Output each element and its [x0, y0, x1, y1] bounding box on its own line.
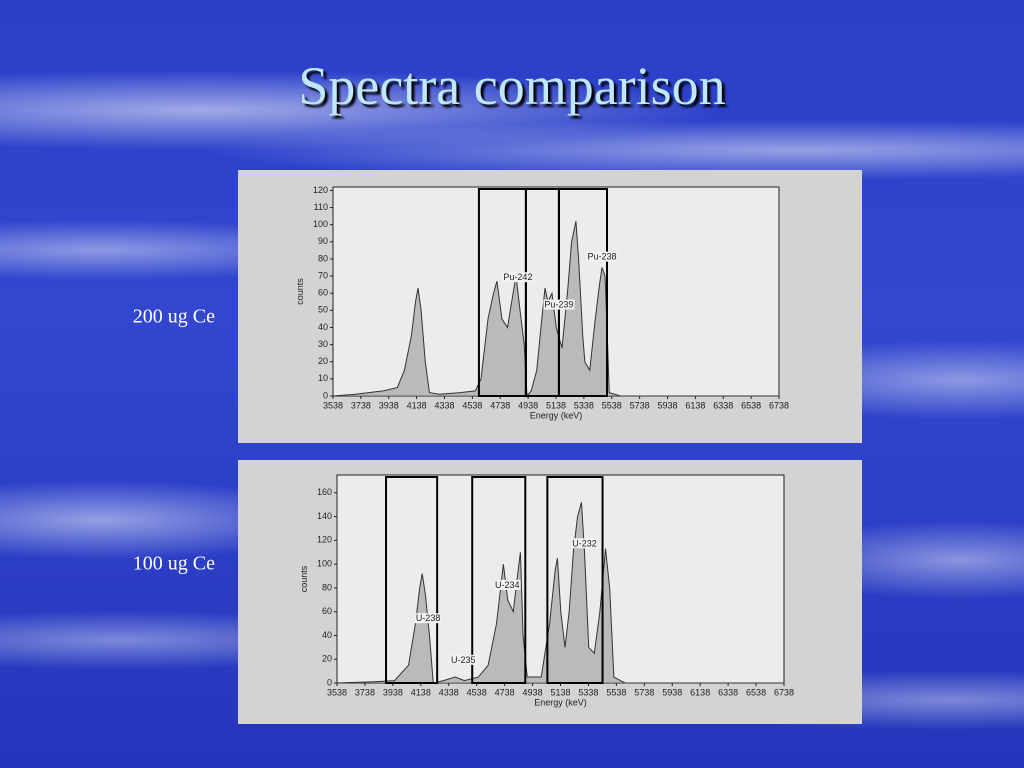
roi-box [471, 476, 527, 684]
x-tick-label: 5138 [550, 687, 570, 697]
x-tick-label: 6138 [685, 400, 705, 410]
x-tick-label: 3538 [327, 687, 347, 697]
peak-label: U-235 [451, 655, 476, 665]
peak-label-bg [543, 299, 575, 310]
x-axis-label: Energy (keV) [534, 697, 587, 707]
y-tick-label: 110 [314, 202, 328, 212]
x-tick-label: 5938 [657, 400, 677, 410]
peak-label-bg [414, 613, 442, 624]
peak-label: Pu-242 [503, 272, 532, 282]
x-tick-label: 5138 [546, 400, 566, 410]
y-tick-label: 100 [317, 559, 332, 569]
peak-label-bg [586, 251, 618, 262]
y-tick-label: 80 [322, 582, 332, 592]
roi-box [546, 476, 604, 684]
chart-label: 200 ug Ce [133, 306, 215, 328]
roi-box [385, 476, 439, 684]
peak-label-bg [494, 579, 521, 590]
x-tick-label: 6538 [741, 400, 761, 410]
x-tick-label: 4338 [434, 400, 454, 410]
x-tick-label: 6738 [774, 687, 794, 697]
x-tick-label: 5738 [634, 687, 654, 697]
y-tick-label: 0 [327, 677, 332, 687]
chart: 200 ug Ce 0 10 20 30 40 50 60 70 80 90 100 110 120 353… [133, 170, 862, 443]
peak-label-bg [571, 538, 598, 549]
y-tick-label: 30 [318, 339, 328, 349]
x-tick-label: 5338 [574, 400, 594, 410]
x-tick-label: 4138 [407, 400, 427, 410]
x-tick-label: 3738 [351, 400, 371, 410]
peak-label: Pu-238 [587, 252, 616, 262]
x-tick-label: 6738 [769, 400, 789, 410]
x-tick-label: 3938 [383, 687, 403, 697]
y-axis-label: counts [295, 278, 305, 305]
y-tick-label: 60 [318, 288, 328, 298]
x-tick-label: 5538 [606, 687, 626, 697]
x-tick-label: 5938 [662, 687, 682, 697]
y-tick-label: 140 [317, 511, 332, 521]
x-tick-label: 4938 [523, 687, 543, 697]
spectrum-fill [333, 221, 779, 396]
y-tick-label: 100 [313, 219, 328, 229]
chart-label: 100 ug Ce [133, 553, 215, 575]
peak-label-bg [502, 272, 534, 283]
x-tick-label: 4538 [462, 400, 482, 410]
y-tick-label: 160 [317, 487, 332, 497]
y-tick-label: 120 [313, 185, 328, 195]
y-tick-label: 0 [323, 390, 328, 400]
y-tick-label: 10 [318, 373, 328, 383]
peak-label: U-232 [572, 538, 597, 548]
x-tick-label: 6338 [713, 400, 733, 410]
roi-box [557, 188, 609, 397]
y-tick-label: 70 [318, 270, 328, 280]
x-tick-label: 5338 [578, 687, 598, 697]
x-tick-label: 5738 [630, 400, 650, 410]
spectrum-fill [337, 502, 784, 683]
x-tick-label: 6538 [746, 687, 766, 697]
x-tick-label: 4738 [495, 687, 515, 697]
x-axis-label: Energy (keV) [530, 410, 583, 420]
x-tick-label: 6138 [690, 687, 710, 697]
x-tick-label: 4738 [490, 400, 510, 410]
x-tick-label: 4338 [439, 687, 459, 697]
y-tick-label: 60 [322, 606, 332, 616]
slide-title: Spectra comparison [298, 56, 725, 116]
y-tick-label: 120 [317, 535, 332, 545]
y-tick-label: 80 [318, 253, 328, 263]
x-tick-label: 3538 [323, 400, 343, 410]
spectrum [336, 502, 784, 684]
x-tick-label: 5538 [602, 400, 622, 410]
chart: 100 ug Ce 0 20 40 60 80 100 120 140 160 3538 3738 39… [133, 460, 862, 724]
x-tick-label: 6338 [718, 687, 738, 697]
y-tick-label: 40 [318, 322, 328, 332]
x-tick-label: 4938 [518, 400, 538, 410]
y-tick-label: 20 [322, 654, 332, 664]
y-axis-label: counts [299, 565, 309, 592]
peak-label-bg [450, 654, 477, 665]
y-tick-label: 90 [318, 236, 328, 246]
peak-label: U-234 [495, 580, 520, 590]
y-tick-label: 20 [318, 356, 328, 366]
peak-label: U-238 [416, 613, 441, 623]
y-tick-label: 40 [322, 630, 332, 640]
x-tick-label: 3938 [379, 400, 399, 410]
peak-label: Pu-239 [544, 300, 573, 310]
y-tick-label: 50 [318, 305, 328, 315]
x-tick-label: 4138 [411, 687, 431, 697]
x-tick-label: 4538 [467, 687, 487, 697]
x-tick-label: 3738 [355, 687, 375, 697]
